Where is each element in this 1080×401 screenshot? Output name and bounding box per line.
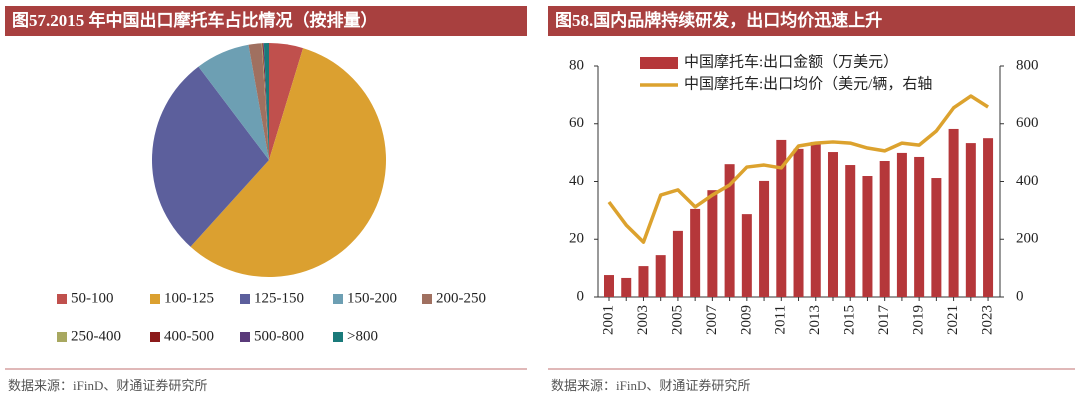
- x-tick-label: 2023: [979, 305, 995, 335]
- title-bar: [548, 6, 1075, 36]
- pie-slice: [262, 43, 269, 160]
- legend-swatch: [57, 294, 67, 304]
- bar: [965, 143, 976, 297]
- pie-slice: [152, 66, 269, 247]
- y-tick-label: 20: [569, 231, 584, 247]
- x-tick-label: 2009: [738, 305, 754, 335]
- legend-swatch: [150, 294, 160, 304]
- legend-label: 500-800: [254, 328, 304, 344]
- legend-swatch: [422, 294, 432, 304]
- legend-label: 中国摩托车:出口金额（万美元）: [684, 52, 898, 70]
- x-tick-label: 2021: [945, 305, 961, 335]
- x-tick-label: 2001: [600, 305, 616, 335]
- bar: [638, 266, 649, 297]
- legend-label: 150-200: [347, 290, 397, 306]
- legend-label: 250-400: [71, 328, 121, 344]
- legend-swatch: [150, 332, 160, 342]
- legend-label: >800: [347, 328, 378, 344]
- source-note: 数据来源：iFinD、财通证券研究所: [8, 378, 207, 393]
- legend-label: 400-500: [164, 328, 214, 344]
- bar: [948, 128, 959, 297]
- title-bar: [5, 6, 527, 36]
- legend-swatch: [333, 332, 343, 342]
- bar: [896, 152, 907, 297]
- x-tick-label: 2011: [773, 305, 789, 334]
- pie-slice: [261, 43, 269, 160]
- bar: [604, 275, 614, 297]
- bar: [741, 214, 752, 297]
- y2-tick-label: 0: [1016, 288, 1024, 304]
- pie-slice: [263, 43, 269, 160]
- legend-swatch: [333, 294, 343, 304]
- y2-tick-label: 600: [1016, 115, 1039, 131]
- bar: [810, 141, 821, 297]
- legend-label: 125-150: [254, 290, 304, 306]
- x-tick-label: 2013: [807, 305, 823, 335]
- bar: [690, 208, 701, 297]
- legend-label: 中国摩托车:出口均价（美元/辆，右轴: [684, 74, 932, 92]
- y-tick-label: 0: [577, 288, 585, 304]
- x-tick-label: 2017: [876, 305, 892, 336]
- bar: [983, 138, 994, 297]
- x-tick-label: 2015: [842, 305, 858, 335]
- bar: [845, 165, 856, 297]
- bar: [827, 152, 838, 297]
- x-tick-label: 2005: [669, 305, 685, 335]
- chart-title: 图57.2015 年中国出口摩托车占比情况（按排量）: [12, 10, 378, 30]
- y2-tick-label: 200: [1016, 231, 1039, 247]
- bar: [862, 176, 873, 297]
- x-tick-label: 2019: [911, 305, 927, 335]
- bar: [793, 148, 804, 297]
- legend-swatch: [640, 57, 678, 69]
- bar: [724, 164, 735, 297]
- legend-label: 100-125: [164, 290, 214, 306]
- y2-tick-label: 400: [1016, 173, 1039, 189]
- y-tick-label: 60: [569, 115, 584, 131]
- legend-swatch: [240, 332, 250, 342]
- legend-label: 200-250: [436, 290, 486, 306]
- x-tick-label: 2003: [635, 305, 651, 335]
- bar: [759, 180, 770, 297]
- bar: [879, 160, 890, 297]
- bar: [621, 277, 632, 297]
- bar: [931, 178, 942, 297]
- chart-title: 图58.国内品牌持续研发，出口均价迅速上升: [555, 10, 882, 30]
- source-note: 数据来源：iFinD、财通证券研究所: [551, 378, 750, 393]
- bar: [914, 156, 925, 297]
- legend-label: 50-100: [71, 290, 114, 306]
- y-tick-label: 40: [569, 173, 584, 189]
- bar: [672, 230, 683, 297]
- pie-slice: [269, 43, 304, 160]
- line-series: [607, 94, 990, 244]
- bar: [655, 255, 666, 297]
- pie-slice: [263, 43, 269, 161]
- pie-slice: [248, 43, 269, 160]
- x-tick-label: 2007: [704, 305, 720, 336]
- bar: [707, 190, 718, 297]
- pie-slice: [190, 48, 386, 277]
- y-tick-label: 80: [569, 57, 584, 73]
- legend-swatch: [240, 294, 250, 304]
- pie-slice: [198, 44, 269, 161]
- y2-tick-label: 800: [1016, 57, 1039, 73]
- legend-swatch: [57, 332, 67, 342]
- bar: [776, 139, 787, 297]
